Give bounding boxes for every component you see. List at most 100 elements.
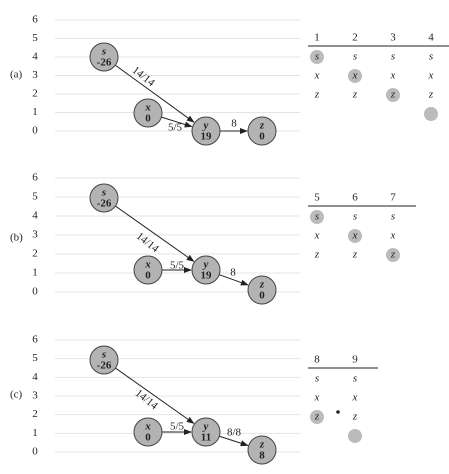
node-name: z (259, 279, 265, 291)
edge-label: 5/5 (168, 122, 183, 134)
level-label: 5 (32, 32, 38, 44)
queue-cell: x (314, 392, 320, 404)
node (89, 183, 119, 213)
level-label: 2 (32, 408, 38, 420)
queue-highlight (310, 210, 324, 224)
node-value: 0 (145, 113, 151, 125)
node-value: 19 (201, 270, 213, 282)
node-name: x (144, 421, 151, 433)
queue-highlight (386, 248, 400, 262)
queue-highlight (348, 229, 362, 243)
node-name: y (202, 421, 209, 433)
queue-cell: z (428, 89, 434, 101)
node-value: 0 (259, 131, 265, 143)
edge (219, 274, 249, 286)
node-name: z (259, 439, 265, 451)
node (191, 116, 221, 146)
level-label: 6 (32, 14, 38, 26)
node-name: s (101, 349, 106, 361)
node-name: x (144, 259, 151, 271)
edge (115, 205, 195, 262)
node (247, 275, 277, 305)
node-value: 19 (201, 131, 213, 143)
queue-highlight (348, 69, 362, 83)
node-value: 0 (259, 290, 265, 302)
node-name: x (144, 102, 151, 114)
level-label: 3 (32, 69, 38, 81)
queue-cell: s (391, 51, 395, 63)
edge-label: 8/8 (227, 427, 242, 439)
node (191, 255, 221, 285)
queue-cell: z (352, 249, 358, 261)
level-label: 4 (32, 371, 38, 383)
queue-cell: x (314, 230, 320, 242)
node (247, 116, 277, 146)
level-label: 1 (32, 267, 38, 279)
queue-highlight (310, 50, 324, 64)
node (247, 435, 277, 465)
edge (115, 64, 195, 123)
column-header: 3 (390, 32, 396, 44)
queue-highlight (386, 88, 400, 102)
node-name: z (259, 120, 265, 132)
node (89, 345, 119, 375)
queue-cell: z (314, 249, 320, 261)
queue-cell: s (429, 51, 433, 63)
edge (219, 435, 249, 447)
queue-cell: z (352, 89, 358, 101)
panel-label: (b) (10, 232, 23, 244)
edge (161, 116, 193, 128)
node-value: -26 (97, 360, 112, 372)
node (89, 42, 119, 72)
level-label: 5 (32, 191, 38, 203)
dot (336, 410, 340, 414)
queue-highlight (348, 429, 362, 443)
panel-label: (c) (10, 389, 23, 401)
edge-label: 8 (230, 267, 236, 279)
queue-cell: x (314, 70, 320, 82)
level-label: 0 (32, 446, 38, 458)
node-name: y (202, 120, 209, 132)
level-label: 3 (32, 390, 38, 402)
node-name: s (101, 46, 106, 58)
column-header: 8 (314, 354, 320, 366)
level-label: 0 (32, 286, 38, 298)
edge-label: 5/5 (170, 421, 185, 433)
node-name: y (202, 259, 209, 271)
queue-cell: s (353, 51, 357, 63)
column-header: 9 (352, 354, 358, 366)
level-label: 1 (32, 106, 38, 118)
level-label: 0 (32, 125, 38, 137)
level-label: 6 (32, 172, 38, 184)
queue-cell: z (314, 89, 320, 101)
node-value: -26 (97, 198, 112, 210)
column-header: 1 (314, 32, 320, 44)
edge-label: 8 (231, 118, 237, 130)
node (133, 417, 163, 447)
queue-highlight (424, 107, 438, 121)
level-label: 4 (32, 51, 38, 63)
queue-cell: s (353, 373, 357, 385)
queue-cell: s (391, 211, 395, 223)
queue-cell: x (390, 230, 396, 242)
queue-cell: z (390, 249, 396, 261)
column-header: 7 (390, 192, 396, 204)
level-label: 1 (32, 427, 38, 439)
queue-cell: x (352, 230, 358, 242)
node-value: 8 (259, 450, 265, 462)
edge (115, 367, 195, 424)
node-value: 11 (201, 432, 211, 444)
queue-cell: x (352, 70, 358, 82)
queue-cell: s (353, 211, 357, 223)
queue-highlight (310, 410, 324, 424)
node (191, 417, 221, 447)
node-value: 0 (145, 432, 151, 444)
column-header: 5 (314, 192, 320, 204)
queue-cell: x (428, 70, 434, 82)
level-label: 5 (32, 352, 38, 364)
queue-cell: s (315, 51, 319, 63)
node-value: -26 (97, 57, 112, 69)
queue-cell: z (314, 411, 320, 423)
